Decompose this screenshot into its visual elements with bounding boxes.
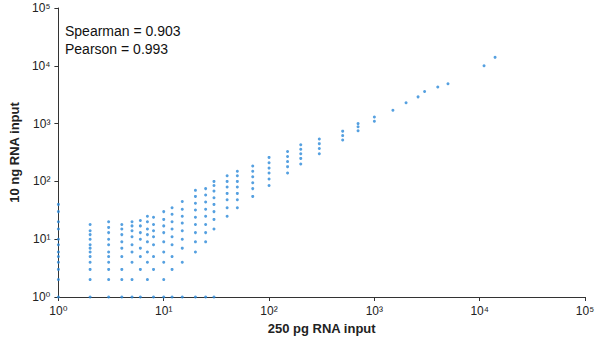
svg-text:10⁵: 10⁵ <box>576 304 594 318</box>
svg-text:10 ng RNA input: 10 ng RNA input <box>7 102 22 203</box>
svg-text:10³: 10³ <box>366 304 383 318</box>
svg-text:10⁰: 10⁰ <box>32 290 50 304</box>
svg-text:250 pg RNA input: 250 pg RNA input <box>268 321 377 336</box>
svg-text:10⁵: 10⁵ <box>32 1 50 15</box>
svg-text:10¹: 10¹ <box>33 232 50 246</box>
svg-text:Spearman = 0.903: Spearman = 0.903 <box>65 23 181 39</box>
svg-text:10⁴: 10⁴ <box>470 304 489 318</box>
svg-text:Pearson = 0.993: Pearson = 0.993 <box>65 41 168 57</box>
svg-text:10²: 10² <box>260 304 277 318</box>
svg-text:10⁴: 10⁴ <box>32 59 51 73</box>
svg-text:10⁰: 10⁰ <box>49 304 67 318</box>
svg-text:10¹: 10¹ <box>155 304 172 318</box>
svg-text:10³: 10³ <box>33 117 50 131</box>
svg-text:10²: 10² <box>33 174 50 188</box>
